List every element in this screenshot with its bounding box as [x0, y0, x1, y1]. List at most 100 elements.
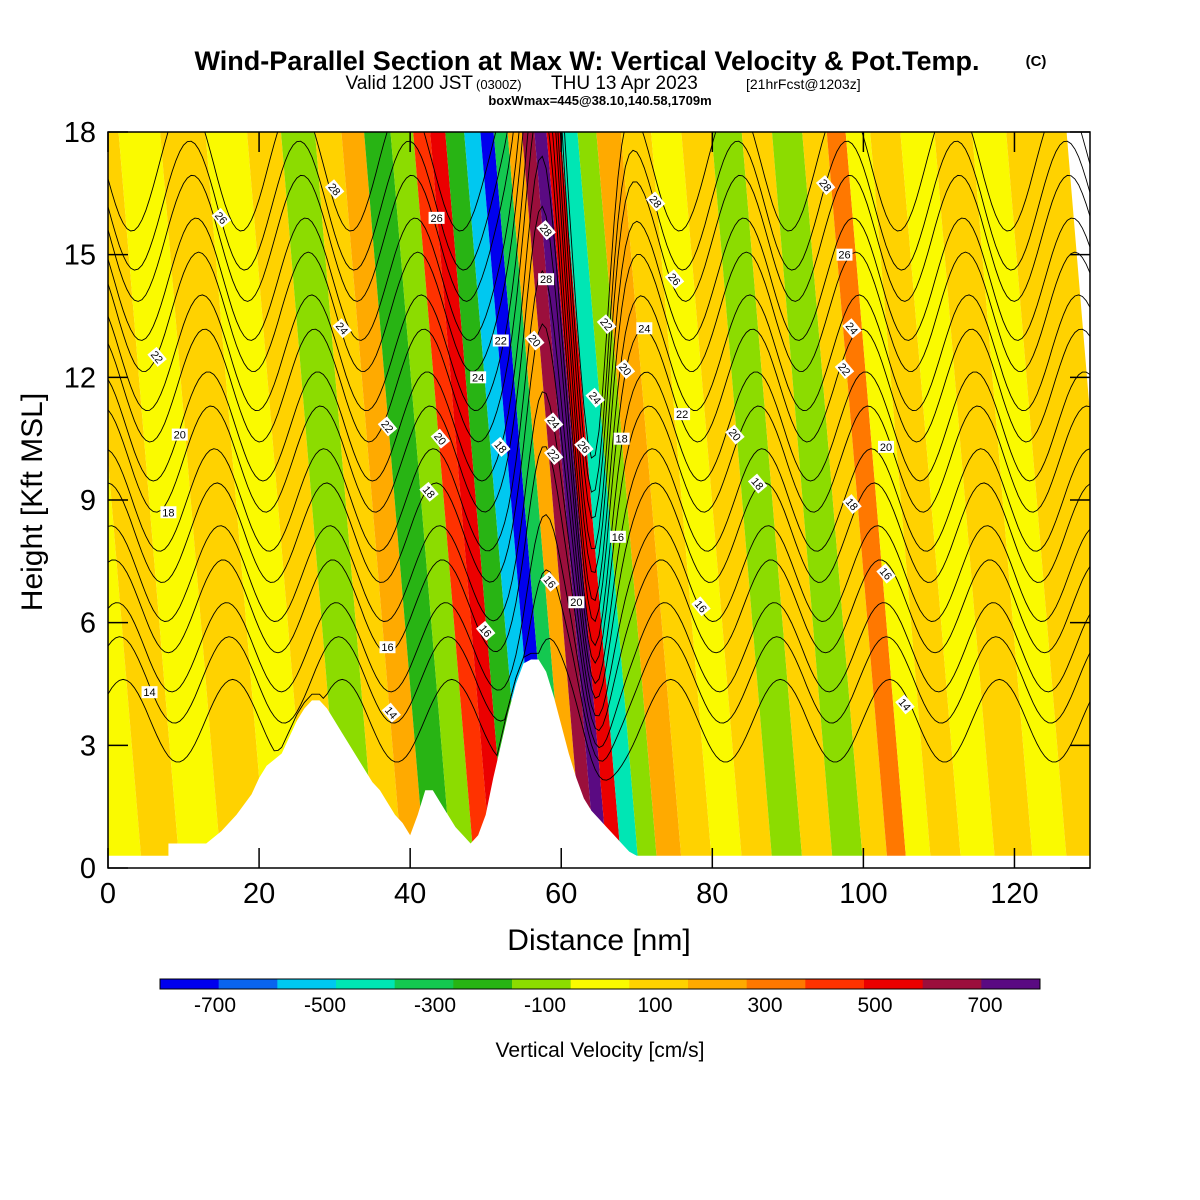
y-tick-label: 15	[64, 240, 96, 272]
valid-utc: (0300Z)	[476, 77, 522, 92]
isentrope-line	[108, 446, 1090, 732]
contour-label-bg	[568, 596, 585, 609]
x-tick-label: 100	[839, 878, 887, 910]
colorbar-tick-label: 100	[637, 994, 672, 1017]
contour-label-bg	[895, 694, 915, 715]
colorbar-segment	[981, 979, 1041, 989]
contour-label-bg	[636, 322, 653, 335]
x-tick-label: 0	[100, 878, 116, 910]
contour-label-text: 22	[676, 409, 688, 421]
contour-label-text: 18	[616, 434, 628, 446]
colorbar-label: Vertical Velocity [cm/s]	[496, 1039, 705, 1062]
contour-label-bg	[543, 445, 564, 466]
colorbar-tick-label: 500	[857, 994, 892, 1017]
contour-label: 22	[492, 334, 509, 348]
x-tick-label: 60	[545, 878, 577, 910]
isentrope-line	[108, 132, 1090, 602]
contour-label-bg	[141, 686, 158, 699]
velocity-band	[118, 132, 222, 868]
isentropes	[108, 132, 1090, 781]
y-tick-label: 18	[64, 117, 96, 149]
contour-label-text: 24	[472, 372, 484, 384]
velocity-band	[845, 132, 932, 868]
contour-label-bg	[747, 473, 768, 494]
contour-label-bg	[691, 596, 711, 617]
isentrope-line	[108, 637, 1090, 781]
contour-label-bg	[492, 334, 509, 347]
velocity-band	[620, 132, 713, 868]
x-axis: 0 20 40 60 80 100 120	[100, 132, 1039, 910]
copyright-mark: (C)	[1026, 53, 1047, 70]
y-tick-label: 3	[80, 730, 96, 762]
isentrope-line	[108, 132, 1090, 573]
contour-label-bg	[645, 191, 666, 212]
colorbar-segment	[512, 979, 572, 989]
velocity-band	[280, 132, 377, 868]
y-axis-label: Height [Kft MSL]	[16, 393, 49, 611]
contour-label-text: 22	[495, 336, 507, 348]
colorbar-segment	[160, 979, 220, 989]
contour-label: 20	[171, 428, 188, 442]
contour-label-bg	[842, 494, 862, 515]
contour-label-bg	[428, 211, 445, 224]
isentrope-line	[108, 132, 1090, 493]
velocity-band	[341, 132, 426, 868]
contour-label-bg	[842, 318, 862, 339]
x-tick-label: 80	[696, 878, 728, 910]
contour-label-bg	[430, 428, 451, 449]
contour-label-text: 28	[540, 274, 552, 286]
contour-label-bg	[876, 563, 896, 584]
box-wmax-info: boxWmax=445@38.10,140.58,1709m	[488, 93, 711, 108]
isentrope-line	[108, 205, 1090, 665]
velocity-band	[741, 132, 834, 868]
velocity-band	[246, 132, 343, 868]
contour-label-text: 26	[838, 250, 850, 262]
contour-label-bg	[540, 571, 560, 592]
colorbar-segment	[629, 979, 689, 989]
contour-label-bg	[475, 620, 496, 641]
velocity-band	[108, 459, 142, 868]
isentrope-line	[108, 513, 1090, 749]
y-tick-label: 9	[80, 485, 96, 517]
contour-label-text: 26	[430, 213, 442, 225]
colorbar-tick-label: 700	[967, 994, 1002, 1017]
contour-label-bg	[419, 481, 439, 502]
contour-label: 16	[609, 530, 626, 544]
contour-label-bg	[491, 436, 511, 457]
contour-label-bg	[674, 408, 691, 421]
contour-label-bg	[878, 440, 895, 453]
contour-label-bg	[574, 436, 594, 457]
contour-label: 14	[141, 686, 158, 699]
colorbar-tick-label: -700	[194, 994, 236, 1017]
velocity-band	[681, 132, 773, 868]
velocity-band	[934, 132, 1034, 868]
isentrope-line	[108, 132, 1090, 623]
velocity-band	[364, 132, 452, 868]
contour-label-bg	[324, 179, 345, 200]
valid-time: Valid 1200 JST	[346, 73, 474, 94]
isentrope-line	[108, 155, 1090, 647]
x-axis-label: Distance [nm]	[507, 924, 690, 957]
contour-label-bg	[160, 506, 177, 519]
contour-label-bg	[596, 314, 617, 335]
isentrope-line	[108, 132, 1090, 550]
velocity-band	[651, 132, 743, 868]
colorbar-tick-label: 300	[747, 994, 782, 1017]
colorbar-segment	[453, 979, 513, 989]
colorbar	[159, 978, 1041, 990]
velocity-band	[596, 132, 683, 868]
colorbar-segment	[688, 979, 748, 989]
velocity-band	[560, 132, 639, 868]
colorbar-segment	[277, 979, 337, 989]
velocity-band	[1006, 132, 1090, 868]
contour-label-bg	[834, 359, 855, 380]
colorbar-segment	[218, 979, 278, 989]
velocity-band	[826, 132, 907, 868]
y-tick-label: 12	[64, 362, 96, 394]
velocity-band	[870, 132, 962, 868]
contour-label: 22	[674, 408, 691, 421]
contour-label-bg	[585, 387, 605, 408]
y-tick-label: 0	[80, 853, 96, 885]
